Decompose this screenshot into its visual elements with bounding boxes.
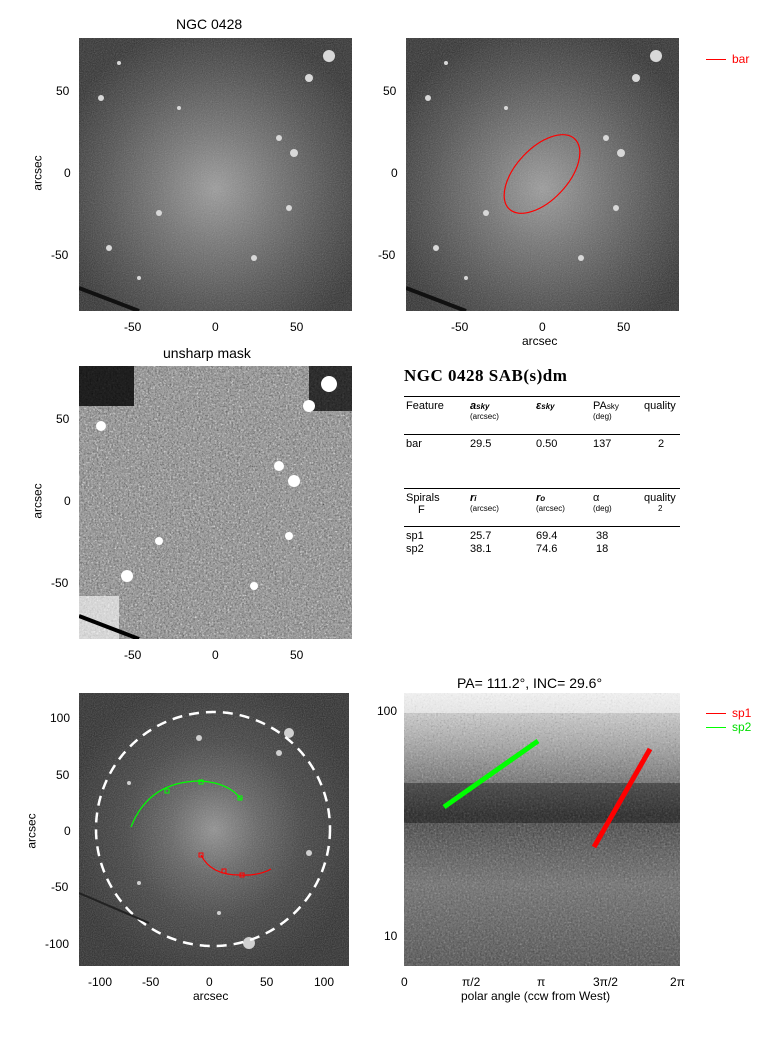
- col-a-unit: (arcsec): [470, 412, 499, 421]
- tick-x: 50: [290, 648, 304, 662]
- col-e: εsky: [536, 400, 555, 412]
- tick-x: -50: [124, 648, 142, 662]
- tick-y: -50: [51, 880, 69, 894]
- spiral-extent-circle: [94, 710, 332, 948]
- tick-x: π: [537, 975, 546, 989]
- col-feature: Feature: [406, 400, 444, 412]
- col-pa-unit: (deg): [593, 412, 612, 421]
- table-heading: NGC 0428 SAB(s)dm: [404, 366, 568, 385]
- tick-y: 0: [64, 824, 71, 838]
- tick-x: -50: [451, 320, 469, 334]
- col-ro: ro: [536, 492, 546, 504]
- tick-y: -100: [45, 937, 70, 951]
- tick-y: 50: [56, 412, 70, 426]
- xlabel-polar: polar angle (ccw from West): [461, 989, 611, 1003]
- col-pa: PAsky: [593, 400, 619, 412]
- galaxy-image-spiral-fit: [79, 693, 349, 966]
- tick-x: π/2: [462, 975, 481, 989]
- panel-title-unsharp-mask: unsharp mask: [163, 345, 251, 361]
- tick-x: 0: [539, 320, 546, 334]
- tick-x: 0: [212, 648, 219, 662]
- tick-y: 100: [50, 711, 71, 725]
- table-row-sp1: sp1 25.7 69.4 38: [406, 530, 609, 542]
- tick-y: -50: [51, 576, 69, 590]
- tick-y: 10: [384, 929, 398, 943]
- tick-x: -100: [88, 975, 113, 989]
- feature-table: Feature asky εsky PAsky quality (arcsec)…: [404, 392, 680, 572]
- tick-y: 50: [56, 768, 70, 782]
- tick-x: 0: [212, 320, 219, 334]
- tick-x: 50: [260, 975, 274, 989]
- tick-x: 50: [617, 320, 631, 334]
- tick-y: -50: [378, 248, 396, 262]
- tick-y: 0: [64, 166, 71, 180]
- legend-sp1: sp1: [706, 706, 751, 720]
- tick-y: -50: [51, 248, 69, 262]
- col-alpha: α: [593, 492, 600, 504]
- panel-title-polar: PA= 111.2°, INC= 29.6°: [457, 675, 603, 691]
- tick-x: 100: [314, 975, 335, 989]
- table-row-bar: bar 29.5 0.50 137 2: [406, 438, 665, 450]
- legend-bar: bar: [706, 52, 749, 66]
- tick-y: 100: [377, 704, 398, 718]
- col-quality: quality: [644, 400, 676, 412]
- tick-x: 50: [290, 320, 304, 334]
- xlabel-top-right: arcsec: [522, 334, 558, 348]
- legend-sp2: sp2: [706, 720, 751, 734]
- polar-projection-image: [404, 693, 680, 966]
- tick-x: -50: [142, 975, 160, 989]
- tick-x: 0: [206, 975, 213, 989]
- col-quality-sp: quality: [644, 492, 676, 504]
- col-a: asky: [470, 400, 490, 412]
- tick-x: 0: [401, 975, 408, 989]
- galaxy-image-bar-fit: [406, 38, 679, 311]
- spiral-arm-sp2: [130, 780, 242, 828]
- panel-title-top-left: NGC 0428: [176, 16, 243, 32]
- tick-y: 0: [64, 494, 71, 508]
- tick-x: 3π/2: [593, 975, 618, 989]
- tick-y: 0: [391, 166, 398, 180]
- spiral-fit-sp2: [442, 738, 540, 810]
- tick-y: 50: [383, 84, 397, 98]
- bar-ellipse: [503, 134, 581, 214]
- galaxy-image-top-left: [79, 38, 352, 311]
- tick-x: -50: [124, 320, 142, 334]
- ylabel-top-left: arcsec: [30, 155, 45, 191]
- table-row-sp2: sp2 38.1 74.6 18: [406, 543, 609, 555]
- tick-y: 50: [56, 84, 70, 98]
- ylabel-mid-left: arcsec: [30, 483, 45, 519]
- spiral-fit-sp1: [591, 747, 653, 849]
- col-ri: ri: [470, 492, 477, 504]
- ylabel-bottom-left: arcsec: [24, 813, 39, 849]
- col-spirals: Spirals: [406, 492, 440, 504]
- tick-x: 2π: [670, 975, 685, 989]
- unsharp-mask-image: [79, 366, 352, 639]
- xlabel-bottom-left: arcsec: [193, 989, 229, 1003]
- spiral-arm-sp1: [200, 854, 272, 876]
